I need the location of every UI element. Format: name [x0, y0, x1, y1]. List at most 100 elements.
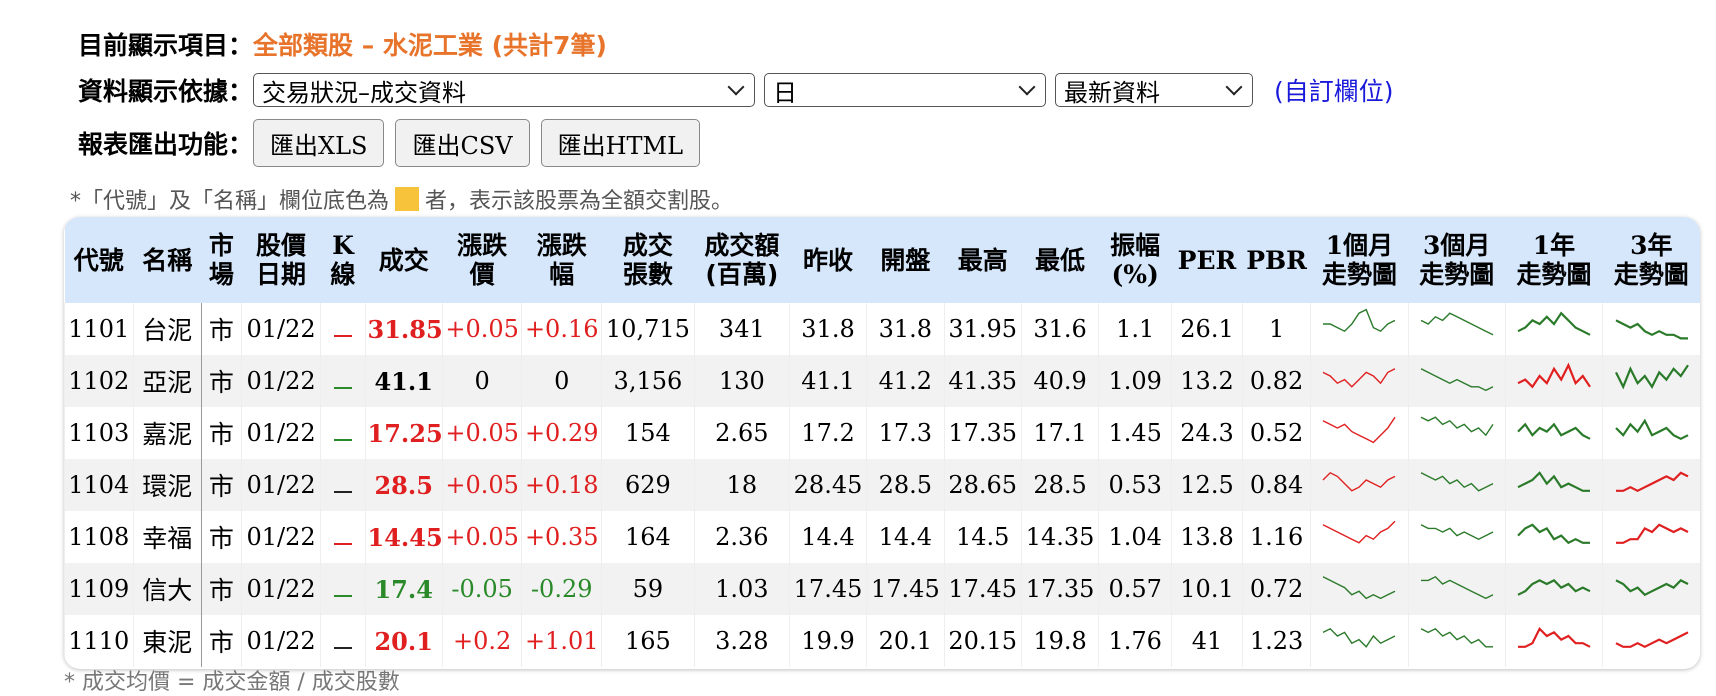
- cell-name[interactable]: 台泥: [132, 303, 202, 355]
- chart-1y-cell[interactable]: [1504, 459, 1603, 511]
- chart-1m-cell[interactable]: [1310, 511, 1409, 563]
- cell-pct: +0.29: [521, 407, 602, 459]
- chart-1y-cell[interactable]: [1504, 303, 1603, 355]
- cell-name[interactable]: 東泥: [132, 615, 202, 667]
- cell-code[interactable]: 1104: [64, 459, 133, 511]
- chart-3y-cell[interactable]: [1602, 563, 1700, 615]
- sparkline-path: [1420, 312, 1494, 336]
- cell-name[interactable]: 環泥: [132, 459, 202, 511]
- table-row[interactable]: 1102 亞泥市 01/22 41.1 0 0 3,156 130 41.1 41.2 41.35 4…: [64, 355, 1700, 407]
- table-row[interactable]: 1108 幸福市 01/22 14.45 +0.05 +0.35 164 2.36 14.4 14…: [64, 511, 1700, 563]
- column-header-open[interactable]: 開盤: [866, 217, 945, 303]
- sparkline-chart: [1420, 575, 1494, 600]
- chart-3y-cell[interactable]: [1602, 303, 1700, 355]
- sparkline-chart: [1615, 319, 1688, 340]
- period-select-value: 日: [773, 78, 798, 107]
- data-type-select[interactable]: 交易狀況–成交資料: [253, 73, 756, 107]
- column-header-chart-3m[interactable]: 3個月 走勢圖: [1408, 217, 1506, 303]
- chart-1y-cell[interactable]: [1504, 407, 1603, 459]
- cell-code[interactable]: 1101: [64, 303, 133, 355]
- data-version-select-value: 最新資料: [1064, 78, 1161, 107]
- cell-change: 0: [441, 355, 522, 407]
- chart-1y-cell[interactable]: [1504, 563, 1603, 615]
- column-header-price[interactable]: 成交: [365, 217, 443, 303]
- column-header-amount[interactable]: 成交額 (百萬): [694, 217, 790, 303]
- cell-code[interactable]: 1109: [64, 563, 133, 615]
- chart-1m-cell[interactable]: [1310, 407, 1409, 459]
- table-row[interactable]: 1101 台泥市 01/22 31.85 +0.05 +0.16 10,715 341 31.8…: [64, 303, 1700, 355]
- sparkline-path: [1420, 368, 1494, 392]
- cell-code[interactable]: 1110: [64, 615, 133, 667]
- cell-name[interactable]: 亞泥: [132, 355, 202, 407]
- cell-change: +0.05: [441, 511, 522, 563]
- cell-amt: 2.36: [693, 511, 790, 563]
- chart-3y-cell[interactable]: [1602, 407, 1700, 459]
- cell-low: 28.5: [1020, 459, 1099, 511]
- chart-3m-cell[interactable]: [1407, 563, 1506, 615]
- table-row[interactable]: 1104 環泥市 01/22 28.5 +0.05 +0.18 629 18 28.45 28.5…: [64, 459, 1700, 511]
- column-header-chart-1m[interactable]: 1個月 走勢圖: [1310, 217, 1409, 303]
- cell-code[interactable]: 1102: [64, 355, 133, 407]
- column-header-market[interactable]: 市場: [201, 217, 242, 303]
- chart-1m-cell[interactable]: [1310, 355, 1409, 407]
- column-header-high[interactable]: 最高: [944, 217, 1022, 303]
- current-display-value: 全部類股 – 水泥工業 (共計7筆): [253, 31, 607, 60]
- cell-pbr: 1: [1241, 303, 1311, 355]
- chart-3y-cell[interactable]: [1602, 511, 1700, 563]
- data-version-select[interactable]: 最新資料: [1055, 73, 1254, 107]
- cell-name[interactable]: 嘉泥: [132, 407, 202, 459]
- column-header-low[interactable]: 最低: [1021, 217, 1099, 303]
- chart-1m-cell[interactable]: [1310, 615, 1409, 667]
- cell-open: 41.2: [866, 355, 945, 407]
- chart-1y-cell[interactable]: [1504, 511, 1603, 563]
- cell-code[interactable]: 1103: [64, 407, 133, 459]
- chart-3m-cell[interactable]: [1407, 511, 1506, 563]
- column-header-pct[interactable]: 漲跌幅: [521, 217, 602, 303]
- column-header-pbr[interactable]: PBR: [1242, 217, 1311, 303]
- chart-3y-cell[interactable]: [1602, 459, 1700, 511]
- cell-amp: 0.53: [1098, 459, 1172, 511]
- column-header-chart-1y[interactable]: 1年 走勢圖: [1505, 217, 1603, 303]
- chart-3m-cell[interactable]: [1407, 407, 1506, 459]
- column-header-prev-close[interactable]: 昨收: [789, 217, 867, 303]
- sparkline-path: [1420, 627, 1493, 648]
- cell-vol: 154: [601, 407, 695, 459]
- chart-3m-cell[interactable]: [1407, 303, 1506, 355]
- column-header-per[interactable]: PER: [1171, 217, 1243, 303]
- column-header-date[interactable]: 股價 日期: [241, 217, 321, 303]
- chart-1y-cell[interactable]: [1504, 355, 1603, 407]
- cell-name[interactable]: 信大: [132, 563, 202, 615]
- table-row[interactable]: 1109 信大市 01/22 17.4 -0.05 -0.29 59 1.03 17.45 17.…: [64, 563, 1700, 615]
- candlestick-icon: [333, 647, 352, 649]
- chart-1m-cell[interactable]: [1310, 303, 1409, 355]
- cell-open: 17.3: [866, 407, 945, 459]
- table-row[interactable]: 1103 嘉泥市 01/22 17.25 +0.05 +0.29 154 2.65 17.2 17…: [64, 407, 1700, 459]
- cell-name[interactable]: 幸福: [132, 511, 202, 563]
- chart-3y-cell[interactable]: [1602, 355, 1700, 407]
- chart-1y-cell[interactable]: [1504, 615, 1603, 667]
- column-header-code[interactable]: 代號: [64, 217, 133, 303]
- chart-3m-cell[interactable]: [1407, 355, 1506, 407]
- custom-columns-link[interactable]: (自訂欄位): [1274, 77, 1394, 106]
- chart-3m-cell[interactable]: [1407, 615, 1506, 667]
- export-html-button[interactable]: 匯出HTML: [540, 119, 701, 167]
- column-header-amplitude[interactable]: 振幅 (%): [1098, 217, 1172, 303]
- cell-code[interactable]: 1108: [64, 511, 133, 563]
- table-row[interactable]: 1110 東泥市 01/22 20.1 +0.2 +1.01 165 3.28 19.9 20.1…: [64, 615, 1700, 667]
- chart-3y-cell[interactable]: [1602, 615, 1700, 667]
- sparkline-chart: [1323, 520, 1396, 544]
- column-header-chart-3y[interactable]: 3年 走勢圖: [1602, 217, 1700, 303]
- chart-1m-cell[interactable]: [1310, 563, 1409, 615]
- chart-3m-cell[interactable]: [1407, 459, 1506, 511]
- column-header-volume[interactable]: 成交 張數: [601, 217, 695, 303]
- chart-1m-cell[interactable]: [1310, 459, 1409, 511]
- cell-high: 17.35: [943, 407, 1022, 459]
- period-select[interactable]: 日: [764, 73, 1047, 107]
- cell-pbr: 0.52: [1241, 407, 1311, 459]
- column-header-name[interactable]: 名稱: [133, 217, 202, 303]
- export-xls-button[interactable]: 匯出XLS: [253, 119, 385, 167]
- export-csv-button[interactable]: 匯出CSV: [395, 119, 530, 167]
- cell-pbr: 1.16: [1241, 511, 1311, 563]
- column-header-change[interactable]: 漲跌價: [442, 217, 522, 303]
